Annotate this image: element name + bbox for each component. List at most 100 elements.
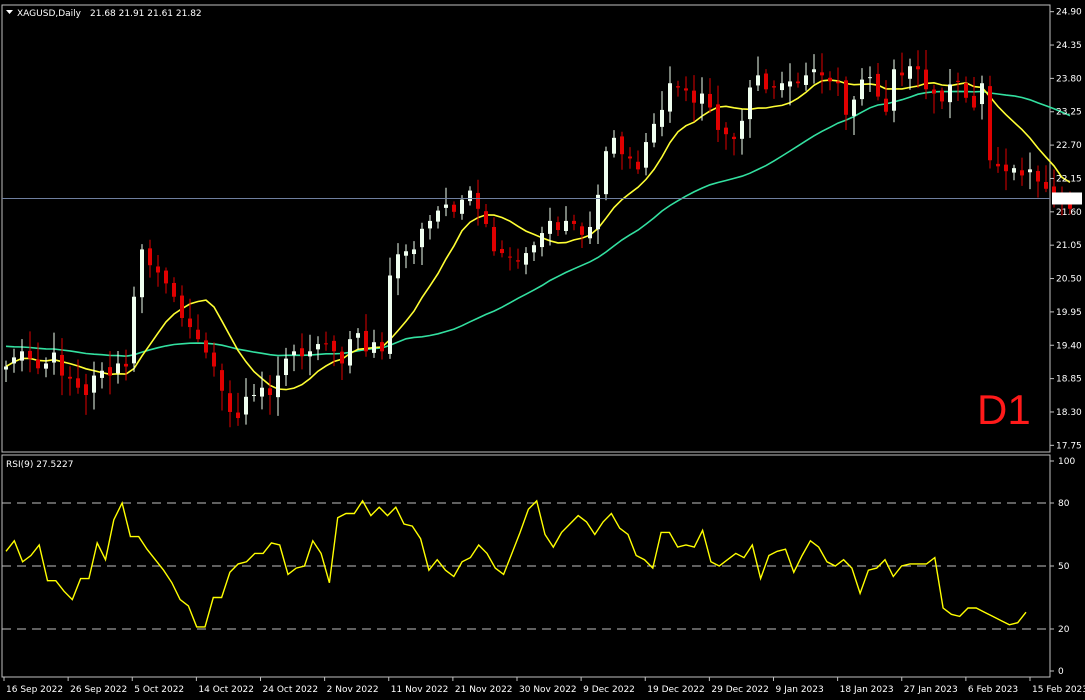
candle [148,239,152,278]
candle [572,214,576,231]
candle-body [12,357,16,364]
candle-body [980,83,984,105]
candle [180,285,184,327]
candle-body [324,343,328,345]
candle [588,211,592,244]
candle [364,314,368,357]
candle-body [844,80,848,115]
candle-body [228,393,232,412]
candle [380,332,384,360]
candle [100,362,104,389]
price-tick-label: 19.95 [1056,308,1082,318]
candle [500,240,504,258]
ohlc-header: 21.68 21.91 21.61 21.82 [90,9,202,19]
candle-body [140,249,144,298]
candle-body [580,226,584,235]
candle-body [868,77,872,79]
candle [876,62,880,101]
candle [548,207,552,246]
candle-body [60,354,64,376]
candle-body [164,270,168,284]
candle [172,277,176,303]
candle [748,79,752,138]
candle [708,78,712,113]
candle [444,187,448,217]
price-tick-label: 24.35 [1056,41,1082,51]
candle-body [28,350,32,359]
candle-body [508,256,512,258]
candle [116,350,120,384]
candle [164,267,168,294]
time-tick-label: 2 Nov 2022 [327,685,379,695]
candle-body [836,81,840,84]
candle-body [564,220,568,231]
candle [84,373,88,415]
candle-body [268,388,272,395]
candle-body [116,363,120,374]
candle-body [196,329,200,340]
price-tick-label: 19.40 [1056,341,1082,351]
candle [348,331,352,374]
candle-body [924,69,928,90]
candle [660,91,664,137]
candle-body [260,387,264,397]
candle [644,132,648,176]
time-tick-label: 19 Dec 2022 [647,685,705,695]
candle [812,54,816,84]
candle [516,248,520,269]
time-tick-label: 18 Jan 2023 [840,685,894,695]
time-tick-label: 26 Sep 2022 [70,685,127,695]
candle-body [556,222,560,231]
candle [468,186,472,206]
candle [332,335,336,367]
candle-body [444,204,448,208]
candle [204,332,208,359]
candle-body [972,95,976,108]
rsi-line [5,499,1027,628]
candle-body [468,190,472,202]
time-tick-label: 21 Nov 2022 [455,685,513,695]
symbol-menu-arrow-icon[interactable] [6,10,13,14]
candle-body [876,73,880,97]
candle [1044,165,1048,193]
candle-body [820,72,824,76]
candle [724,122,728,150]
candle-body [620,136,624,155]
candle-body [348,339,352,366]
time-tick-label: 24 Oct 2022 [263,685,319,695]
current-price-label: 21.82 [1055,194,1081,204]
candle-body [908,66,912,79]
candle-body [412,249,416,255]
candle-body [172,282,176,297]
candle [700,77,704,121]
candle-body [132,296,136,364]
timeframe-label: D1 [977,386,1031,433]
candle [108,351,112,395]
candle-body [36,359,40,369]
candle [308,334,312,376]
rsi-tick-label: 0 [1058,667,1064,677]
candle-body [716,104,720,130]
candle-body [940,90,944,102]
candle-body [396,254,400,279]
candle [580,222,584,249]
time-tick-label: 9 Dec 2022 [583,685,635,695]
candle-body [276,375,280,398]
candle-body [604,151,608,195]
candle [948,68,952,119]
price-tick-label: 23.80 [1056,74,1082,84]
candle [388,257,392,359]
candle-body [676,86,680,88]
candle [732,132,736,156]
candle-body [612,137,616,154]
time-tick-label: 29 Dec 2022 [711,685,769,695]
candle-body [212,352,216,367]
candle-body [372,342,376,353]
candle-body [108,367,112,376]
rsi-tick-label: 20 [1058,625,1070,635]
candle [652,113,656,148]
candle-body [428,220,432,229]
candle [796,72,800,88]
candle-body [628,156,632,159]
